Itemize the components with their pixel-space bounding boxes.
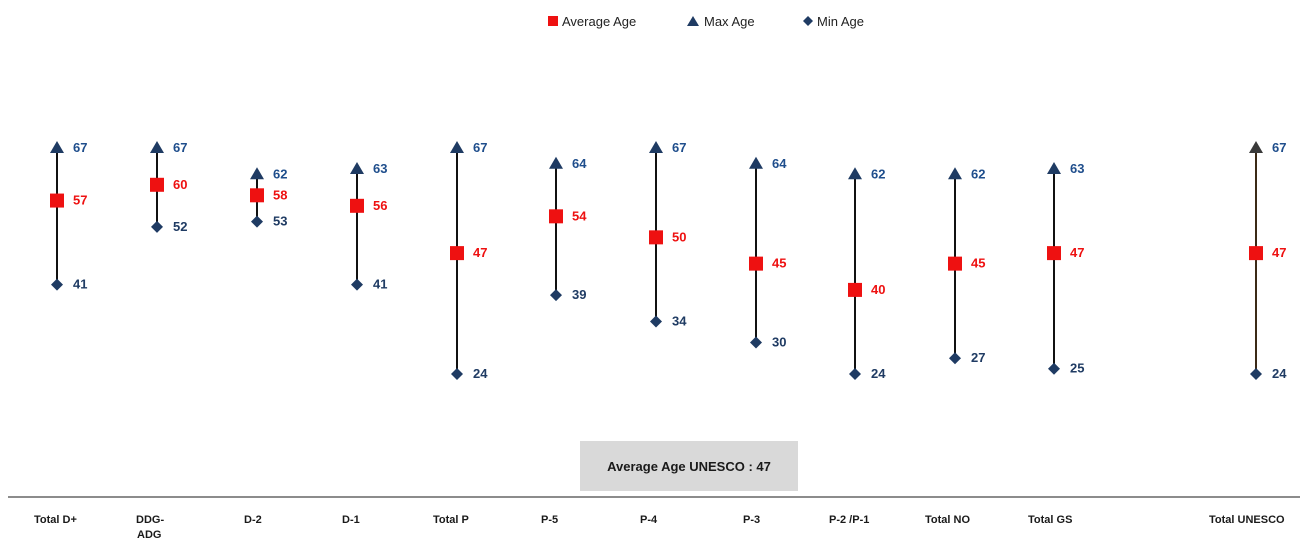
average-value-label: 45 (971, 256, 985, 271)
max-marker (250, 167, 264, 180)
max-marker (350, 162, 364, 175)
average-value-label: 50 (672, 229, 686, 244)
category-label: P-4 (640, 514, 658, 526)
min-marker (351, 278, 363, 291)
chart-marks: 67 41 57 67 52 60 62 53 58 63 41 56 67 24 47 64 39 54 67 34… (50, 140, 1287, 381)
category-label: Total UNESCO (1209, 514, 1285, 526)
max-marker (549, 156, 563, 169)
category-label: Total P (433, 514, 469, 526)
min-marker (1048, 362, 1060, 375)
max-marker (649, 141, 663, 153)
average-marker (1047, 246, 1061, 261)
category-label: P-5 (541, 514, 558, 526)
average-marker (50, 193, 64, 208)
max-marker (50, 141, 64, 153)
min-marker (650, 315, 662, 328)
legend-max-marker (687, 16, 699, 26)
min-value-label: 52 (173, 219, 187, 234)
max-value-label: 67 (672, 140, 686, 155)
average-marker (749, 256, 763, 271)
min-marker (451, 368, 463, 380)
max-value-label: 67 (73, 140, 87, 155)
max-marker (749, 156, 763, 169)
average-value-label: 45 (772, 256, 786, 271)
legend-average-label: Average Age (562, 14, 636, 29)
average-marker (1249, 246, 1263, 261)
legend-min-marker (803, 16, 813, 26)
category-label: P-2 /P-1 (829, 514, 869, 526)
average-value-label: 40 (871, 282, 885, 297)
max-marker (1249, 141, 1263, 153)
max-value-label: 67 (473, 140, 487, 155)
max-value-label: 63 (1070, 161, 1084, 176)
average-value-label: 47 (1070, 245, 1084, 260)
average-value-label: 57 (73, 193, 87, 208)
average-marker (450, 246, 464, 261)
min-value-label: 41 (73, 277, 87, 292)
min-marker (750, 336, 762, 349)
category-label: D-2 (244, 514, 262, 526)
max-value-label: 67 (173, 140, 187, 155)
max-marker (1047, 162, 1061, 175)
max-value-label: 62 (871, 166, 885, 181)
category-label: Total NO (925, 514, 970, 526)
average-value-label: 47 (473, 245, 487, 260)
min-value-label: 25 (1070, 361, 1084, 376)
average-age-summary-box: Average Age UNESCO : 47 (580, 441, 798, 491)
min-value-label: 34 (672, 313, 687, 328)
max-value-label: 62 (971, 166, 985, 181)
max-marker (848, 167, 862, 180)
average-value-label: 56 (373, 198, 387, 213)
category-label: Total D+ (34, 514, 77, 526)
average-value-label: 47 (1272, 245, 1286, 260)
min-marker (151, 220, 163, 233)
legend-average-marker (548, 16, 558, 26)
min-marker (550, 289, 562, 302)
category-labels: Total D+ DDG- ADG D-2 D-1 Total P P-5 P-4 P-3 P-2… (34, 514, 1285, 541)
category-label: D-1 (342, 514, 360, 526)
category-label: ADG (137, 529, 161, 541)
legend: Average Age Max Age Min Age (548, 14, 864, 29)
max-value-label: 64 (572, 156, 587, 171)
max-marker (450, 141, 464, 153)
max-value-label: 63 (373, 161, 387, 176)
category-label: P-3 (743, 514, 760, 526)
min-value-label: 24 (871, 366, 886, 381)
average-marker (250, 188, 264, 203)
average-marker (848, 282, 862, 297)
average-marker (350, 198, 364, 213)
max-value-label: 67 (1272, 140, 1286, 155)
min-marker (949, 352, 961, 365)
average-marker (649, 230, 663, 245)
min-value-label: 30 (772, 334, 786, 349)
min-value-label: 39 (572, 287, 586, 302)
legend-max-label: Max Age (704, 14, 755, 29)
min-marker (51, 278, 63, 291)
min-marker (251, 215, 263, 228)
legend-min-label: Min Age (817, 14, 864, 29)
min-marker (849, 368, 861, 380)
max-value-label: 62 (273, 166, 287, 181)
average-marker (948, 256, 962, 271)
average-marker (150, 177, 164, 192)
min-value-label: 24 (1272, 366, 1287, 381)
max-marker (948, 167, 962, 180)
max-value-label: 64 (772, 156, 787, 171)
average-value-label: 58 (273, 187, 287, 202)
average-value-label: 60 (173, 177, 187, 192)
average-marker (549, 209, 563, 224)
average-value-label: 54 (572, 208, 587, 223)
min-marker (1250, 368, 1262, 380)
category-label: Total GS (1028, 514, 1072, 526)
max-marker (150, 141, 164, 153)
x-axis-line (8, 496, 1300, 498)
min-value-label: 27 (971, 350, 985, 365)
min-value-label: 41 (373, 277, 387, 292)
min-value-label: 24 (473, 366, 488, 381)
category-label: DDG- (136, 514, 164, 526)
min-value-label: 53 (273, 214, 287, 229)
